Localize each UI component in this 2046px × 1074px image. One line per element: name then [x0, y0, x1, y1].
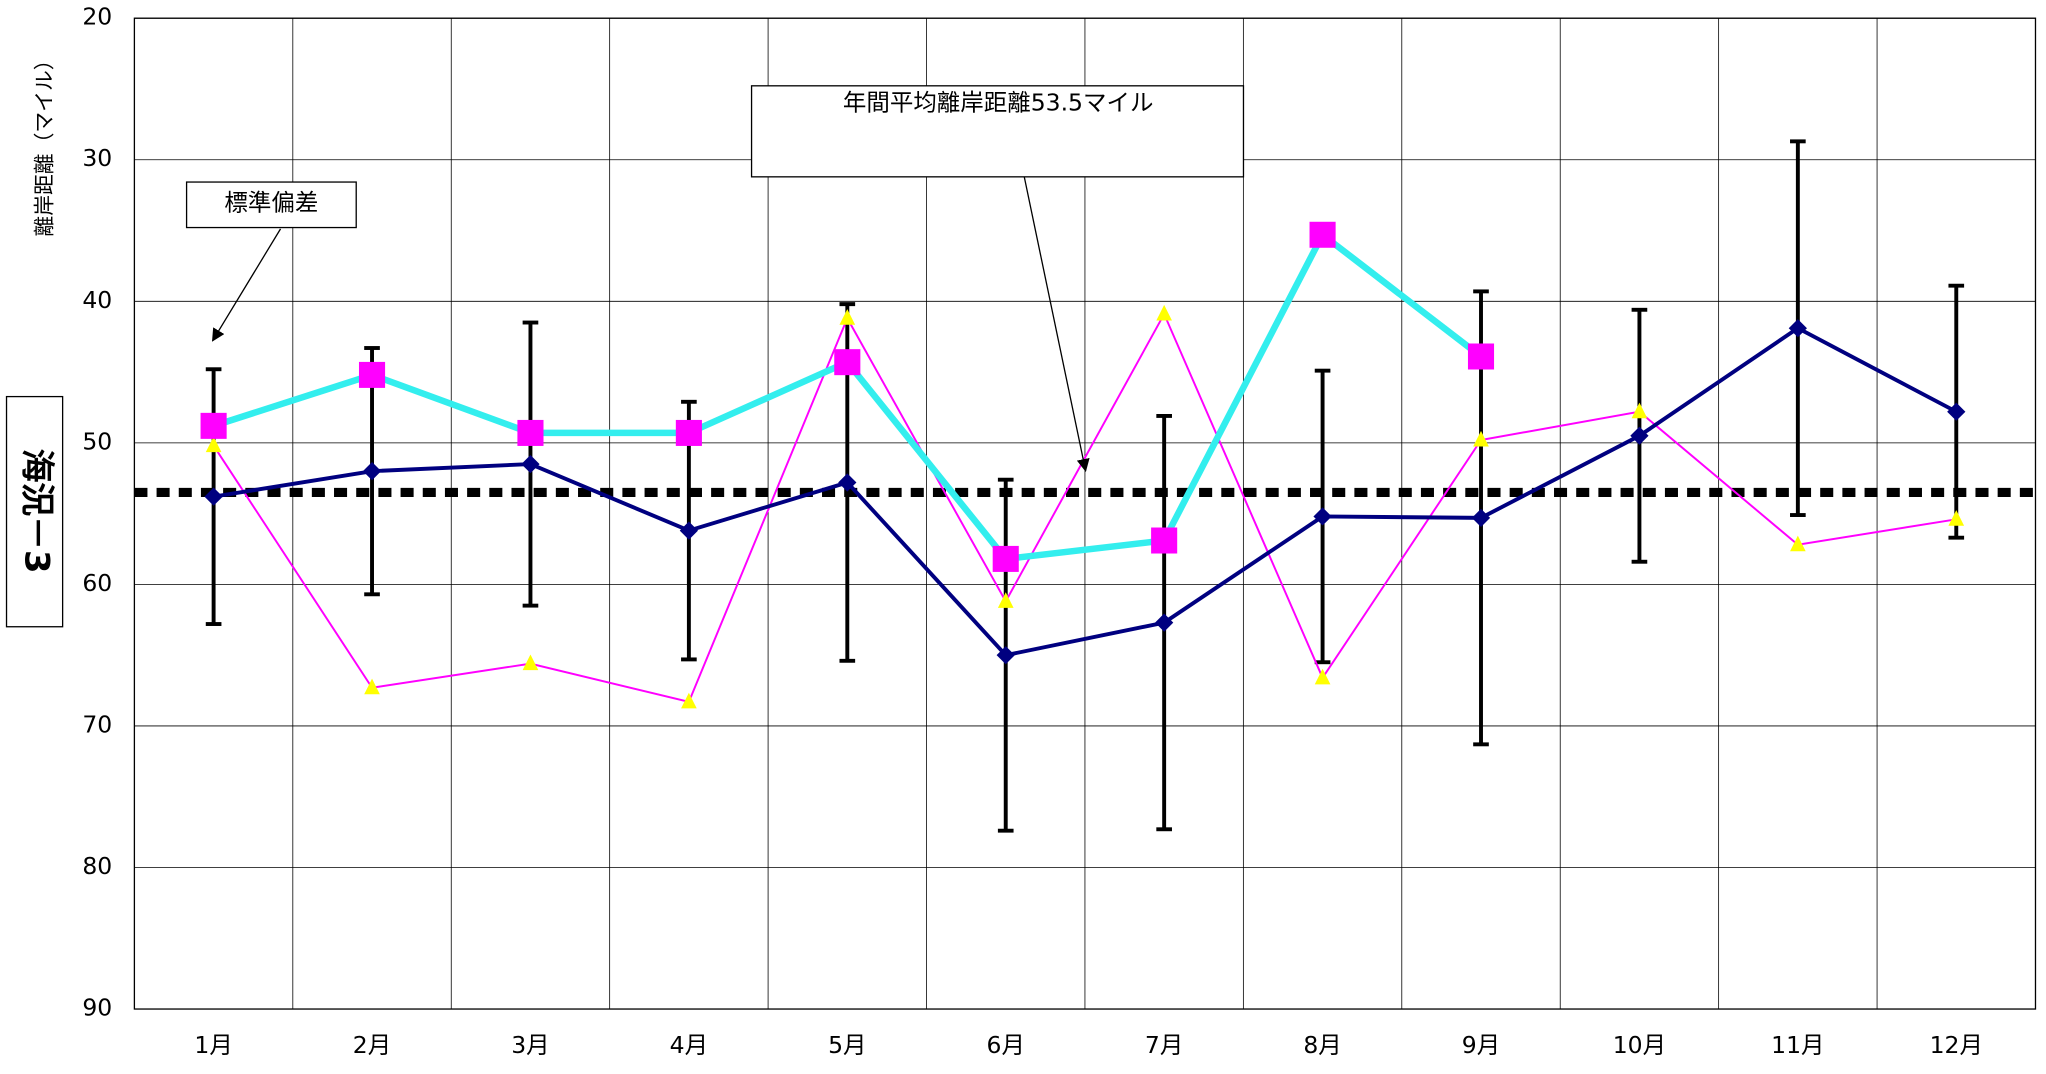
- marker: [200, 412, 227, 439]
- y-tick-label: 70: [82, 710, 112, 738]
- x-tick-label: 10月: [1613, 1031, 1666, 1059]
- marker: [1630, 426, 1649, 445]
- marker: [992, 545, 1019, 572]
- marker: [522, 654, 539, 671]
- marker: [204, 487, 223, 506]
- arrow: [1023, 176, 1090, 472]
- series-line: [213, 325, 1958, 658]
- x-tick-label: 12月: [1930, 1031, 1983, 1059]
- x-tick-label: 1月: [194, 1031, 232, 1059]
- marker: [358, 361, 386, 388]
- x-tick-label: 11月: [1771, 1031, 1824, 1059]
- marker: [681, 692, 697, 709]
- y-tick-label: 90: [82, 994, 112, 1022]
- y-tick-label: 40: [82, 286, 112, 314]
- marker: [205, 436, 222, 453]
- marker: [839, 309, 856, 325]
- x-tick-label: 2月: [353, 1031, 391, 1059]
- annotation-box: [750, 85, 1245, 178]
- x-tick-label: 3月: [511, 1031, 549, 1059]
- marker: [1788, 319, 1807, 338]
- annotation: 年間平均離岸距離53.5マイル: [843, 89, 1154, 117]
- x-tick-label: 7月: [1145, 1031, 1183, 1059]
- arrow: [212, 228, 282, 342]
- x-tick-label: 9月: [1462, 1031, 1500, 1059]
- y-axis-title: 離岸距離（マイル）: [33, 49, 57, 236]
- marker: [1790, 535, 1806, 552]
- marker: [679, 521, 699, 540]
- marker: [1309, 221, 1336, 248]
- y-tick-label: 50: [82, 427, 112, 455]
- marker: [521, 454, 540, 474]
- annotation: 標準偏差: [224, 189, 318, 217]
- y-tick-label: 80: [82, 852, 112, 880]
- data: [134, 139, 2036, 833]
- marker: [1155, 613, 1174, 632]
- marker: [517, 419, 544, 446]
- marker: [1471, 508, 1491, 527]
- side-label: 海況－3: [18, 449, 57, 574]
- y-tick-label: 60: [82, 569, 112, 597]
- marker: [675, 419, 702, 446]
- y-tick-label: 30: [82, 144, 112, 172]
- marker: [1467, 343, 1495, 370]
- marker: [1156, 304, 1172, 321]
- marker: [1473, 430, 1489, 447]
- marker: [1948, 510, 1965, 526]
- marker: [364, 678, 380, 695]
- x-tick-label: 4月: [670, 1031, 708, 1059]
- annotation-box: [185, 181, 357, 229]
- marker: [996, 646, 1015, 665]
- y-tick-label: 20: [82, 3, 112, 31]
- marker: [997, 592, 1014, 608]
- plot: 20 30 40 50 60 70 80 90 1月 2月 3月 4月 5月 6月 7月 8月 9月 10月 11月…: [5, 3, 2037, 1059]
- marker: [1151, 527, 1178, 554]
- marker: [834, 349, 861, 376]
- x-tick-label: 8月: [1303, 1031, 1341, 1059]
- x-tick-label: 5月: [828, 1031, 866, 1059]
- series-line: [212, 311, 1957, 704]
- x-tick-label: 6月: [987, 1031, 1025, 1059]
- marker: [1631, 402, 1648, 419]
- marker: [362, 462, 382, 481]
- side-box: [5, 395, 64, 628]
- marker: [1947, 402, 1966, 421]
- marker: [1314, 668, 1331, 685]
- grid: 20 30 40 50 60 70 80 90 1月 2月 3月 4月 5月 6月 7月 8月 9月 10月 11月…: [82, 3, 2036, 1059]
